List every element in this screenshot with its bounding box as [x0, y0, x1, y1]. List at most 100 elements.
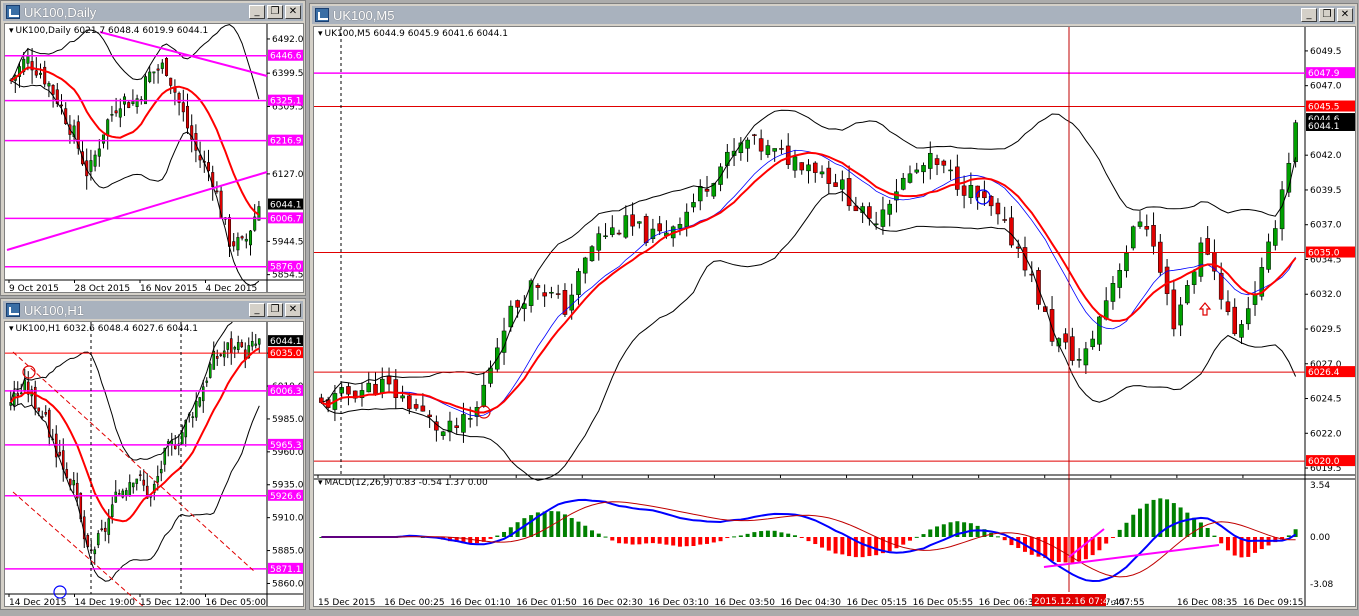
candle-body	[19, 392, 23, 395]
h1-chart-window[interactable]: UK100,H1 _ ❐ ✕ 6035.06010.05985.05960.05…	[0, 298, 306, 610]
restore-button[interactable]: ❐	[267, 5, 283, 19]
candle-body	[34, 70, 38, 76]
candle-body	[995, 202, 1001, 215]
candle-body	[921, 165, 926, 173]
macd-histogram-bar	[1002, 537, 1007, 541]
red-moving-average	[10, 347, 260, 523]
candle-body	[650, 228, 656, 240]
price-tick-label: 6024.5	[1310, 395, 1342, 405]
macd-histogram-bar	[847, 537, 852, 557]
candle-body	[89, 160, 93, 172]
macd-histogram-bar	[989, 532, 994, 537]
daily-titlebar[interactable]: UK100,Daily _ ❐ ✕	[3, 3, 303, 21]
candle-body	[114, 491, 118, 503]
time-tick-label: 16 Nov 2015	[140, 284, 198, 293]
candle-body	[731, 150, 737, 156]
bollinger-upper	[321, 109, 1297, 404]
macd-histogram-bar	[840, 537, 845, 555]
candle-body	[1022, 247, 1028, 271]
macd-histogram-bar	[792, 535, 797, 537]
candle-body	[93, 154, 97, 167]
cursor-time-label: 2015.12.16 07:45	[1034, 597, 1114, 607]
price-tick-label: 6034.5	[1310, 255, 1342, 265]
candle-body	[799, 162, 805, 171]
candle-body	[880, 209, 886, 227]
candle-body	[1185, 285, 1190, 304]
macd-histogram-bar	[1158, 498, 1163, 537]
candle-body	[1049, 309, 1055, 342]
macd-histogram-bar	[806, 537, 811, 542]
candle-body	[72, 125, 76, 137]
minimize-button[interactable]: _	[249, 303, 265, 317]
restore-button[interactable]: ❐	[1319, 8, 1335, 22]
daily-chart-area[interactable]: 6492.0 6399.5 6309.5 6127.0 5944.5 5854.5 6446…	[4, 23, 304, 293]
candle-body	[907, 173, 913, 183]
candle-body	[373, 383, 378, 395]
trend-line	[6, 171, 268, 251]
candle-body	[59, 104, 64, 107]
candle-body	[772, 148, 777, 152]
candle-body	[1178, 304, 1183, 326]
restore-button[interactable]: ❐	[267, 303, 283, 317]
macd-histogram-bar	[1171, 503, 1176, 537]
macd-histogram-bar	[1090, 537, 1095, 556]
daily-chart-window[interactable]: UK100,Daily _ ❐ ✕ 6492.0 6399.5 6309.5 6127…	[0, 0, 306, 296]
candle-body	[1259, 267, 1265, 297]
candle-body	[145, 485, 149, 499]
macd-histogram-bar	[1165, 499, 1170, 537]
macd-histogram-bar	[725, 537, 730, 539]
price-tag	[1306, 100, 1355, 112]
price-tag	[1306, 455, 1355, 467]
candle-body	[948, 169, 953, 172]
bollinger-lower	[10, 80, 260, 286]
price-tag-label: 5965.3	[270, 441, 302, 451]
macd-histogram-bar	[907, 537, 912, 541]
candle-body	[103, 527, 107, 532]
m5-chart-area[interactable]: 6049.5 6047.0 6042.0 6039.5 6037.0 6034.5 6032…	[313, 26, 1356, 607]
close-button[interactable]: ✕	[285, 303, 301, 317]
candle-body	[236, 237, 240, 251]
macd-histogram-bar	[887, 537, 892, 552]
price-tag-label: 6325.1	[270, 97, 302, 107]
candle-body	[684, 211, 690, 227]
minimize-button[interactable]: _	[249, 5, 265, 19]
macd-histogram-bar	[1029, 537, 1034, 555]
m5-titlebar[interactable]: UK100,M5 _ ❐ ✕	[312, 6, 1355, 24]
candle-body	[118, 108, 122, 118]
close-button[interactable]: ✕	[285, 5, 301, 19]
cursor-time-tag	[1032, 594, 1106, 606]
macd-histogram-bar	[481, 537, 486, 542]
candle-body	[206, 162, 211, 172]
candle-body	[697, 186, 703, 202]
candle-body	[106, 119, 110, 136]
price-tag	[268, 49, 303, 61]
candle-body	[181, 102, 185, 113]
candle-body	[704, 188, 710, 192]
close-button[interactable]: ✕	[1337, 8, 1353, 22]
macd-histogram-bar	[1198, 522, 1203, 537]
macd-histogram-bar	[319, 537, 324, 538]
minimize-button[interactable]: _	[1301, 8, 1317, 22]
h1-titlebar[interactable]: UK100,H1 _ ❐ ✕	[3, 301, 303, 319]
candle-body	[110, 114, 114, 116]
macd-histogram-bar	[1273, 537, 1278, 543]
candle-body	[1245, 308, 1251, 325]
daily-window-title: UK100,Daily	[24, 4, 97, 20]
macd-histogram-bar	[454, 537, 459, 542]
macd-histogram-bar	[1219, 537, 1224, 544]
candle-body	[366, 382, 372, 393]
candle-body	[1273, 228, 1278, 246]
h1-chart-area[interactable]: 6035.06010.05985.05960.05935.05910.05885…	[4, 321, 304, 607]
candle-body	[1151, 225, 1156, 247]
candle-body	[447, 420, 453, 433]
macd-histogram-bar	[1293, 529, 1298, 537]
candle-body	[156, 68, 160, 71]
candle-body	[232, 241, 236, 247]
macd-histogram-bar	[1192, 517, 1197, 537]
candle-body	[1252, 294, 1258, 305]
m5-chart-window[interactable]: UK100,M5 _ ❐ ✕ 6049.5 6047.0 6042.0 6039.5 6…	[309, 3, 1358, 610]
price-tick-label: 6492.0	[272, 35, 304, 45]
candle-body	[208, 363, 212, 378]
macd-histogram-bar	[826, 537, 831, 551]
price-tick-label: 6039.5	[1310, 186, 1342, 196]
